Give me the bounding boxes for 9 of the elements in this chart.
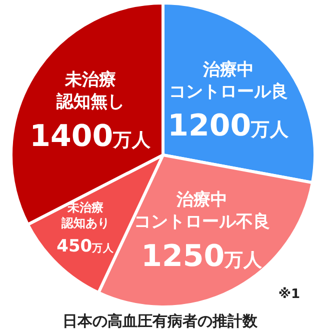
slice-label: 治療中コントロール不良 [134,190,270,232]
data-label: 1250万人 [141,238,264,274]
slice-label: 治療中コントロール良 [168,60,288,102]
data-label: 1400万人 [30,118,152,154]
data-label: 450万人 [56,236,116,256]
text: ※1 [278,287,300,302]
data-label: 1200万人 [168,108,290,144]
text: 日本の高血圧有病者の推計数 [62,312,258,330]
slice-label: 未治療認知無し [55,70,124,112]
